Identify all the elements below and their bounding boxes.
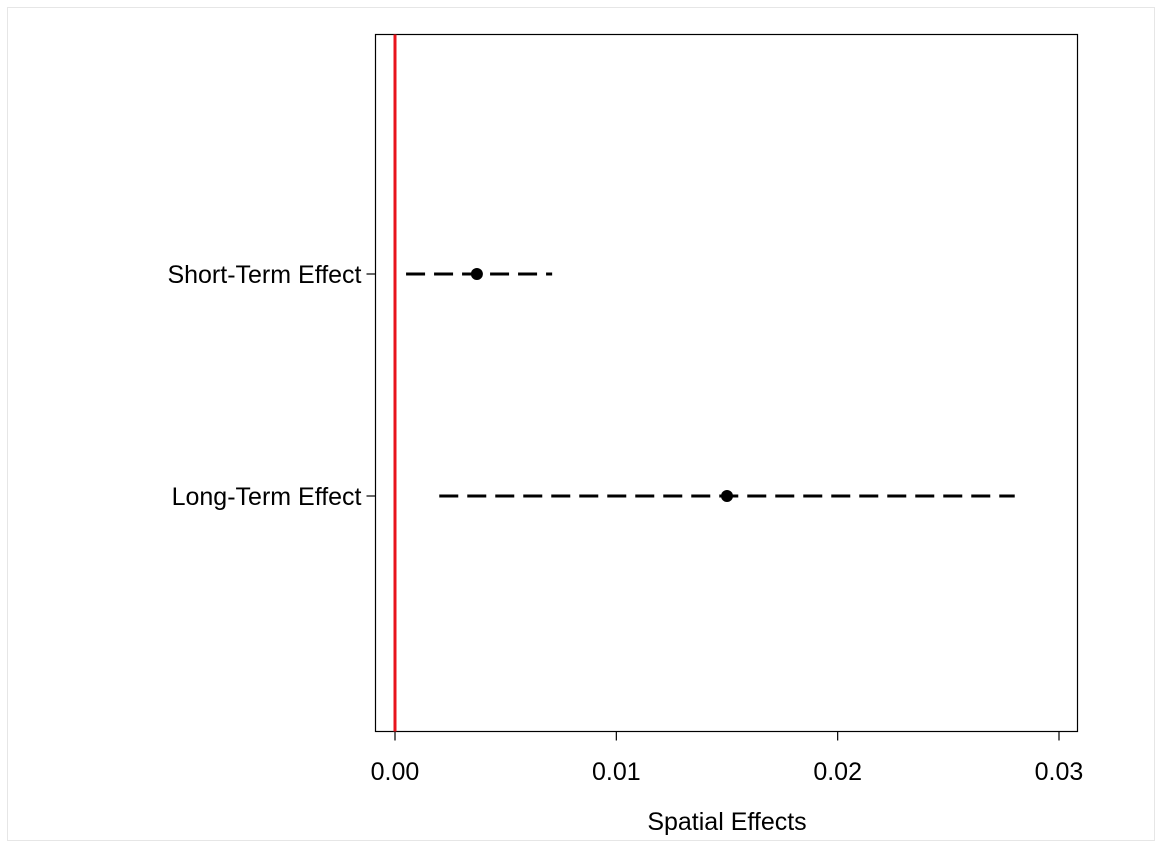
x-tick-label: 0.01 bbox=[592, 758, 641, 786]
x-axis-label: Spatial Effects bbox=[647, 808, 806, 836]
x-tick-label: 0.02 bbox=[813, 758, 862, 786]
x-tick-label: 0.00 bbox=[371, 758, 420, 786]
point-estimate bbox=[470, 268, 483, 280]
x-tick-label: 0.03 bbox=[1035, 758, 1084, 786]
y-tick-label: Short-Term Effect bbox=[167, 261, 361, 289]
y-tick-label: Long-Term Effect bbox=[172, 483, 362, 511]
point-estimate bbox=[721, 490, 733, 502]
chart-marks: 0.00 0.01 0.02 0.03 Short-Term Effect Long-Te… bbox=[167, 34, 1084, 786]
plot-area-frame bbox=[374, 33, 1079, 733]
